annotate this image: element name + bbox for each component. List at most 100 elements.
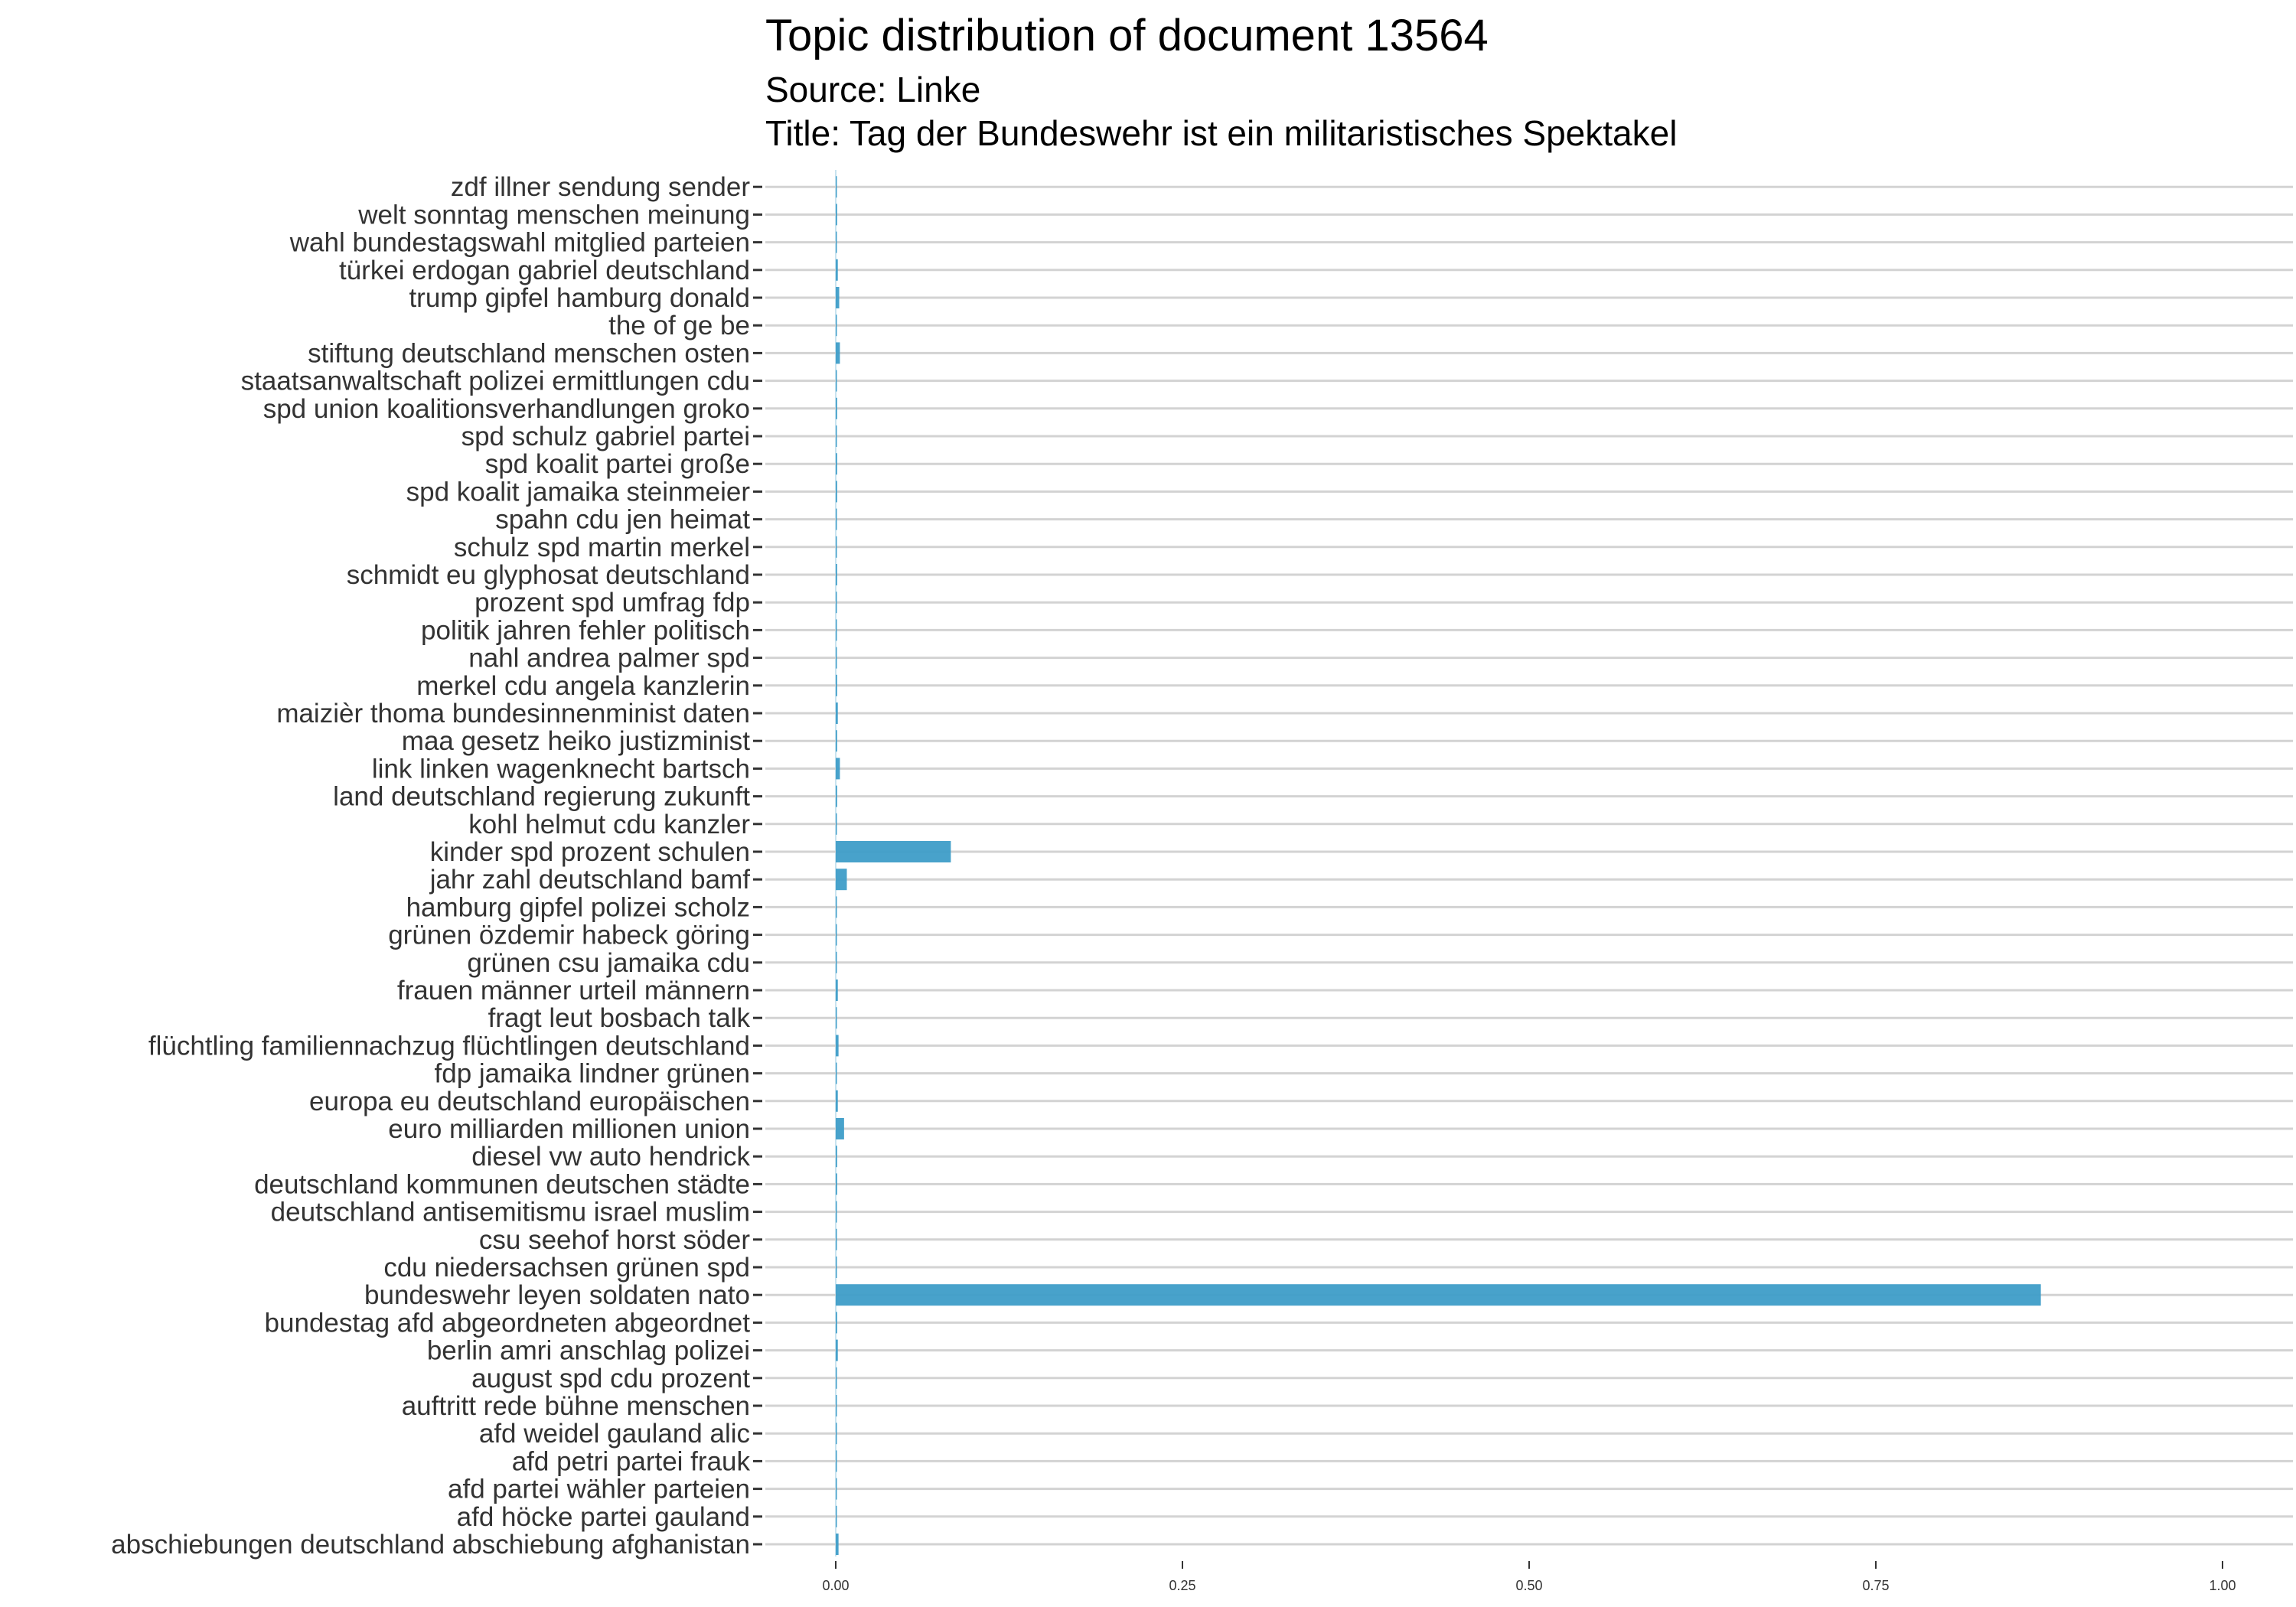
y-tick-label: the of ge be xyxy=(608,311,750,341)
y-tick-label: spd union koalitionsverhandlungen groko xyxy=(263,394,750,424)
y-tick-label: deutschland antisemitismu israel muslim xyxy=(271,1198,750,1227)
y-tick-label: august spd cdu prozent xyxy=(471,1364,750,1393)
y-tick-label: afd petri partei frauk xyxy=(512,1446,751,1476)
y-tick-label: bundeswehr leyen soldaten nato xyxy=(364,1280,750,1310)
y-tick-label: auftritt rede bühne menschen xyxy=(402,1391,750,1421)
bar xyxy=(836,1201,837,1223)
bar xyxy=(836,564,837,585)
y-tick-label: wahl bundestagswahl mitglied parteien xyxy=(289,228,750,258)
bar xyxy=(836,951,837,973)
y-tick-label: maizièr thoma bundesinnenminist daten xyxy=(276,699,750,729)
y-tick-label: trump gipfel hamburg donald xyxy=(409,283,750,313)
y-tick-label: fragt leut bosbach talk xyxy=(488,1003,751,1033)
bar xyxy=(836,287,840,308)
y-tick-label: staatsanwaltschaft polizei ermittlungen … xyxy=(241,367,750,396)
bar xyxy=(836,536,837,558)
grid-layer xyxy=(765,170,2293,1556)
y-tick-label: nahl andrea palmer spd xyxy=(468,644,750,673)
y-tick-label: land deutschland regierung zukunft xyxy=(333,782,750,812)
x-tick-label: 0.00 xyxy=(822,1578,849,1593)
bar xyxy=(836,425,837,447)
bar xyxy=(836,1146,837,1168)
bar xyxy=(836,204,837,226)
bar xyxy=(836,841,951,862)
y-tick-label: link linken wagenknecht bartsch xyxy=(372,754,750,784)
bar xyxy=(836,619,837,641)
bar xyxy=(836,1339,838,1361)
bar xyxy=(836,592,837,614)
y-tick-label: merkel cdu angela kanzlerin xyxy=(416,671,750,701)
x-tick-label: 0.75 xyxy=(1862,1578,1889,1593)
bar xyxy=(836,1534,839,1555)
bar xyxy=(836,647,837,669)
y-tick-label: europa eu deutschland europäischen xyxy=(309,1087,750,1116)
y-tick-label: türkei erdogan gabriel deutschland xyxy=(339,256,750,285)
bar xyxy=(836,785,837,807)
y-tick-label: politik jahren fehler politisch xyxy=(421,615,750,645)
bar xyxy=(836,397,837,419)
bar xyxy=(836,924,837,946)
y-tick-label: grünen özdemir habeck göring xyxy=(388,921,750,950)
y-tick-label: bundestag afd abgeordneten abgeordnet xyxy=(265,1308,751,1338)
bar xyxy=(836,1284,2041,1306)
y-tick-label: schulz spd martin merkel xyxy=(454,533,750,562)
bar xyxy=(836,1062,837,1084)
bar xyxy=(836,980,838,1001)
bar xyxy=(836,1035,839,1057)
bar xyxy=(836,453,837,475)
bar xyxy=(836,1257,837,1278)
chart-subtitle-title: Title: Tag der Bundeswehr ist ein milita… xyxy=(765,113,1678,153)
bar xyxy=(836,231,837,253)
bar xyxy=(836,1173,837,1195)
bar xyxy=(836,315,837,337)
y-tick-label: kinder spd prozent schulen xyxy=(430,837,750,867)
x-tick-label: 0.25 xyxy=(1169,1578,1195,1593)
y-tick-label: deutschland kommunen deutschen städte xyxy=(254,1169,750,1199)
y-tick-label: zdf illner sendung sender xyxy=(451,172,750,202)
bar xyxy=(836,1450,837,1472)
bar xyxy=(836,869,847,891)
bar xyxy=(836,1007,837,1029)
x-tick-label: 0.50 xyxy=(1515,1578,1542,1593)
y-tick-label: afd weidel gauland alic xyxy=(479,1419,750,1449)
y-tick-label: maa gesetz heiko justizminist xyxy=(402,726,750,756)
bar xyxy=(836,342,840,364)
y-tick-label: spahn cdu jen heimat xyxy=(495,505,750,535)
bar xyxy=(836,896,837,918)
y-tick-label: flüchtling familiennachzug flüchtlingen … xyxy=(148,1031,750,1061)
y-tick-label: welt sonntag menschen meinung xyxy=(357,200,750,230)
y-tick-label: afd partei wähler parteien xyxy=(448,1475,750,1504)
bar xyxy=(836,1505,837,1527)
bar xyxy=(836,730,837,752)
y-tick-label: berlin amri anschlag polizei xyxy=(427,1336,750,1366)
bar xyxy=(836,1478,837,1500)
bar xyxy=(836,508,837,530)
bar xyxy=(836,1367,837,1389)
bar xyxy=(836,1312,837,1334)
y-tick-label: fdp jamaika lindner grünen xyxy=(435,1059,750,1089)
bar xyxy=(836,1118,844,1139)
y-tick-label: grünen csu jamaika cdu xyxy=(467,948,750,978)
bar xyxy=(836,702,838,724)
axis-layer: abschiebungen deutschland abschiebung af… xyxy=(111,172,2236,1593)
y-tick-label: afd höcke partei gauland xyxy=(457,1502,750,1532)
x-tick-label: 1.00 xyxy=(2209,1578,2236,1593)
chart-title: Topic distribution of document 13564 xyxy=(765,11,1489,60)
y-tick-label: diesel vw auto hendrick xyxy=(471,1142,750,1172)
y-tick-label: prozent spd umfrag fdp xyxy=(475,588,750,618)
bar xyxy=(836,1090,838,1112)
bar xyxy=(836,1395,837,1416)
bar xyxy=(836,481,837,503)
chart-subtitle-source: Source: Linke xyxy=(765,70,981,109)
y-tick-label: stiftung deutschland menschen osten xyxy=(308,338,750,368)
y-tick-label: hamburg gipfel polizei scholz xyxy=(406,892,750,922)
bar xyxy=(836,176,837,198)
y-tick-label: cdu niedersachsen grünen spd xyxy=(383,1253,750,1283)
y-tick-label: euro milliarden millionen union xyxy=(388,1114,750,1144)
bar xyxy=(836,1423,837,1445)
y-tick-label: jahr zahl deutschland bamf xyxy=(429,865,751,895)
bar xyxy=(836,758,840,780)
y-tick-label: spd koalit jamaika steinmeier xyxy=(406,477,751,507)
bar xyxy=(836,813,837,835)
